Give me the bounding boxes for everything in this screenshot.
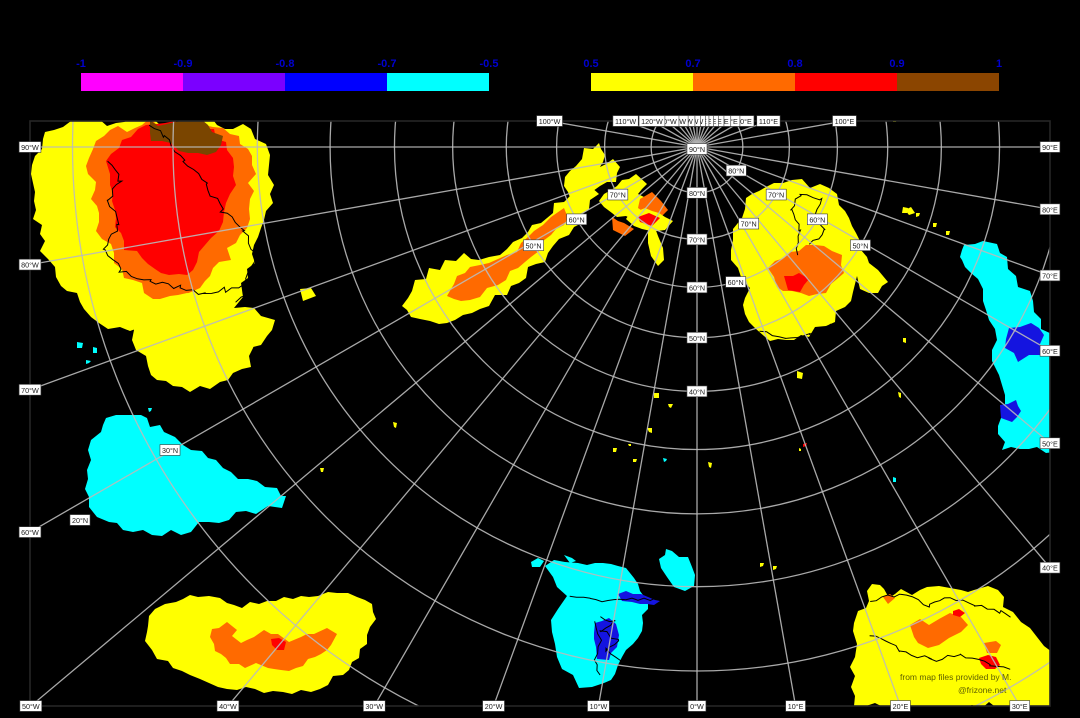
svg-text:80°N: 80°N bbox=[728, 167, 744, 176]
svg-text:80°N: 80°N bbox=[689, 189, 705, 198]
svg-text:-1: -1 bbox=[76, 58, 86, 70]
svg-text:0.9: 0.9 bbox=[889, 58, 904, 70]
svg-text:80°W: 80°W bbox=[21, 261, 39, 270]
svg-text:100°W: 100°W bbox=[539, 117, 561, 126]
svg-text:0.7: 0.7 bbox=[685, 58, 700, 70]
svg-text:30°W: 30°W bbox=[365, 702, 383, 711]
svg-text:60°N: 60°N bbox=[809, 215, 825, 224]
svg-text:60°W: 60°W bbox=[21, 528, 39, 537]
svg-text:0.5: 0.5 bbox=[583, 58, 598, 70]
svg-text:20°W: 20°W bbox=[485, 702, 503, 711]
svg-text:60°N: 60°N bbox=[728, 278, 744, 287]
svg-text:90°N: 90°N bbox=[689, 145, 705, 154]
svg-text:-0.5: -0.5 bbox=[480, 58, 499, 70]
svg-text:70°N: 70°N bbox=[741, 220, 757, 229]
svg-text:70°E: 70°E bbox=[1042, 272, 1058, 281]
svg-text:60°E: 60°E bbox=[1042, 347, 1058, 356]
svg-text:60°N: 60°N bbox=[689, 283, 705, 292]
svg-text:30°E: 30°E bbox=[1012, 702, 1028, 711]
svg-text:-0.8: -0.8 bbox=[276, 58, 295, 70]
svg-text:30°N: 30°N bbox=[162, 446, 178, 455]
svg-text:80°E: 80°E bbox=[1042, 205, 1058, 214]
svg-text:10°W: 10°W bbox=[590, 702, 608, 711]
svg-text:70°N: 70°N bbox=[689, 235, 705, 244]
svg-text:@frizone.net: @frizone.net bbox=[958, 685, 1007, 695]
svg-text:70°N: 70°N bbox=[610, 191, 626, 200]
svg-text:60°N: 60°N bbox=[569, 215, 585, 224]
svg-text:20°N: 20°N bbox=[72, 516, 88, 525]
svg-text:90°E: 90°E bbox=[1042, 143, 1058, 152]
svg-text:from map files provided by M.: from map files provided by M. bbox=[900, 672, 1011, 682]
svg-text:40°W: 40°W bbox=[219, 702, 237, 711]
svg-text:70°N: 70°N bbox=[768, 191, 784, 200]
svg-text:50°W: 50°W bbox=[22, 702, 40, 711]
svg-text:0°W: 0°W bbox=[690, 702, 704, 711]
svg-text:50°N: 50°N bbox=[852, 241, 868, 250]
svg-text:40°E: 40°E bbox=[1042, 564, 1058, 573]
svg-text:-0.9: -0.9 bbox=[174, 58, 193, 70]
svg-text:40°N: 40°N bbox=[689, 387, 705, 396]
svg-text:90°W: 90°W bbox=[21, 143, 39, 152]
svg-text:100°E: 100°E bbox=[835, 117, 855, 126]
svg-text:110°E: 110°E bbox=[759, 117, 778, 126]
svg-text:70°W: 70°W bbox=[21, 386, 39, 395]
svg-text:1: 1 bbox=[996, 58, 1002, 70]
svg-text:50°E: 50°E bbox=[1042, 439, 1058, 448]
svg-text:10°E: 10°E bbox=[788, 702, 804, 711]
svg-text:0.8: 0.8 bbox=[787, 58, 802, 70]
svg-text:50°N: 50°N bbox=[525, 241, 541, 250]
svg-text:20°E: 20°E bbox=[893, 702, 909, 711]
svg-text:110°W: 110°W bbox=[615, 117, 636, 126]
svg-text:-0.7: -0.7 bbox=[378, 58, 397, 70]
svg-text:50°N: 50°N bbox=[689, 334, 705, 343]
svg-text:120°W: 120°W bbox=[641, 117, 663, 126]
